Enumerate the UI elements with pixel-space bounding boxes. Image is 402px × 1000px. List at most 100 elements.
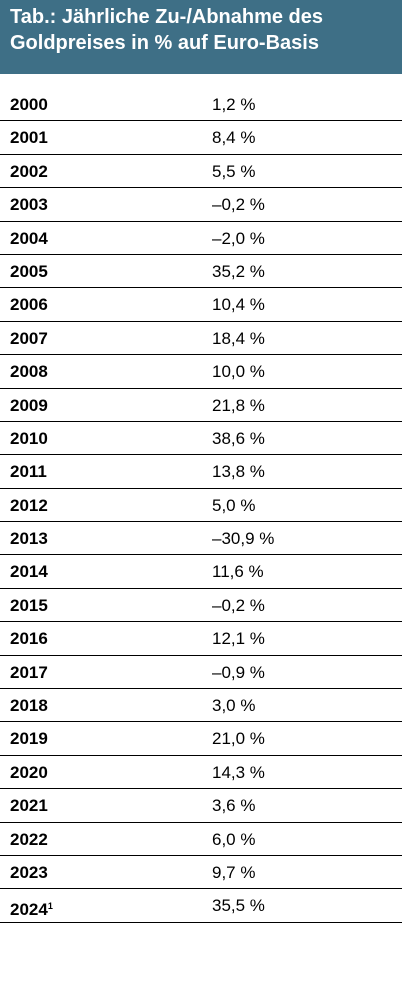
year-cell: 2000 <box>10 95 48 115</box>
percent-change-cell: 3,0 % <box>212 696 256 716</box>
year-label: 2001 <box>10 128 48 148</box>
table-row: 2008 10,0 % <box>0 355 402 389</box>
year-cell: 2009 <box>10 396 48 416</box>
year-label: 2000 <box>10 95 48 114</box>
year-cell: 2020 <box>10 763 48 783</box>
table-row: 20241 35,5 % <box>0 889 402 923</box>
table-row: 2018 3,0 % <box>0 689 402 723</box>
year-cell: 2023 <box>10 863 48 883</box>
table-row: 2000 1,2 % <box>0 88 402 122</box>
percent-change-cell: 12,1 % <box>212 629 265 649</box>
year-cell: 2012 <box>10 496 48 516</box>
year-label: 2005 <box>10 261 48 281</box>
table-row: 2022 6,0 % <box>0 823 402 856</box>
table-row: 2020 14,3 % <box>0 756 402 790</box>
year-label: 2003 <box>10 195 48 215</box>
percent-change-cell: 10,4 % <box>212 295 265 315</box>
year-cell: 2022 <box>10 830 48 850</box>
year-label: 2023 <box>10 862 48 882</box>
table-row: 2010 38,6 % <box>0 422 402 456</box>
year-label: 2021 <box>10 796 48 816</box>
percent-change-cell: 1,2 % <box>212 95 256 114</box>
year-label: 2007 <box>10 328 48 348</box>
year-label: 2006 <box>10 295 48 315</box>
table-row: 2014 11,6 % <box>0 555 402 589</box>
year-cell: 2002 <box>10 162 48 182</box>
year-label: 2018 <box>10 696 48 716</box>
year-cell: 2015 <box>10 596 48 616</box>
table-row: 2002 5,5 % <box>0 155 402 189</box>
percent-change-cell: –0,2 % <box>212 595 265 615</box>
year-label: 2008 <box>10 362 48 382</box>
year-label: 2009 <box>10 395 48 415</box>
year-cell: 2016 <box>10 629 48 649</box>
year-cell: 2006 <box>10 295 48 315</box>
gold-price-change-table: 2000 1,2 % 2001 8,4 % 2002 5,5 % 2003 –0,2 % 200… <box>0 88 402 923</box>
table-row: 2009 21,8 % <box>0 389 402 422</box>
percent-change-cell: 18,4 % <box>212 328 265 348</box>
percent-change-cell: –30,9 % <box>212 529 275 549</box>
year-cell: 2018 <box>10 696 48 716</box>
percent-change-cell: –0,9 % <box>212 662 265 682</box>
table-row: 2019 21,0 % <box>0 722 402 756</box>
year-cell: 20241 <box>10 896 53 920</box>
percent-change-cell: 21,0 % <box>212 729 265 749</box>
year-label: 2011 <box>10 462 47 482</box>
year-label: 2019 <box>10 729 48 749</box>
year-cell: 2007 <box>10 329 48 349</box>
year-cell: 2017 <box>10 663 48 683</box>
percent-change-cell: 14,3 % <box>212 762 265 782</box>
year-cell: 2004 <box>10 229 48 249</box>
year-label: 2014 <box>10 562 48 582</box>
table-title-banner: Tab.: Jährliche Zu-/Abnahme des Goldprei… <box>0 0 402 74</box>
percent-change-cell: 9,7 % <box>212 862 256 882</box>
percent-change-cell: 6,0 % <box>212 829 256 849</box>
table-row: 2011 13,8 % <box>0 455 402 489</box>
percent-change-cell: 10,0 % <box>212 362 265 382</box>
year-label: 2002 <box>10 161 48 181</box>
table-row: 2015 –0,2 % <box>0 589 402 623</box>
year-cell: 2019 <box>10 729 48 749</box>
year-label: 2010 <box>10 428 48 448</box>
year-label: 2020 <box>10 762 48 782</box>
year-label: 2012 <box>10 495 48 515</box>
table-row: 2012 5,0 % <box>0 489 402 523</box>
year-cell: 2001 <box>10 128 48 148</box>
table-row: 2016 12,1 % <box>0 622 402 656</box>
year-label: 2024 <box>10 900 48 920</box>
table-row: 2007 18,4 % <box>0 322 402 356</box>
table-row: 2023 9,7 % <box>0 856 402 890</box>
year-cell: 2013 <box>10 529 48 549</box>
footnote-marker: 1 <box>47 901 53 912</box>
year-label: 2017 <box>10 662 48 682</box>
percent-change-cell: –0,2 % <box>212 195 265 215</box>
year-cell: 2010 <box>10 429 48 449</box>
table-row: 2005 35,2 % <box>0 255 402 289</box>
percent-change-cell: –2,0 % <box>212 228 265 248</box>
percent-change-cell: 38,6 % <box>212 428 265 448</box>
table-row: 2004 –2,0 % <box>0 222 402 255</box>
year-cell: 2008 <box>10 362 48 382</box>
year-label: 2015 <box>10 595 48 615</box>
table-row: 2021 3,6 % <box>0 789 402 823</box>
percent-change-cell: 11,6 % <box>212 562 264 582</box>
percent-change-cell: 3,6 % <box>212 796 256 816</box>
table-title-line-1: Tab.: Jährliche Zu-/Abnahme des <box>10 6 324 28</box>
year-label: 2004 <box>10 228 48 248</box>
table-row: 2001 8,4 % <box>0 121 402 155</box>
year-cell: 2014 <box>10 562 48 582</box>
percent-change-cell: 35,5 % <box>212 896 265 916</box>
percent-change-cell: 5,5 % <box>212 161 256 181</box>
table-row: 2013 –30,9 % <box>0 522 402 556</box>
percent-change-cell: 13,8 % <box>212 462 265 482</box>
percent-change-cell: 5,0 % <box>212 495 256 515</box>
year-label: 2013 <box>10 529 48 549</box>
percent-change-cell: 35,2 % <box>212 261 265 281</box>
table-row: 2017 –0,9 % <box>0 656 402 690</box>
percent-change-cell: 8,4 % <box>212 128 256 148</box>
percent-change-cell: 21,8 % <box>212 395 265 415</box>
year-cell: 2005 <box>10 262 48 282</box>
year-label: 2022 <box>10 829 48 849</box>
table-title-line-2: Goldpreises in % auf Euro-Basis <box>10 32 319 54</box>
year-label: 2016 <box>10 629 48 649</box>
